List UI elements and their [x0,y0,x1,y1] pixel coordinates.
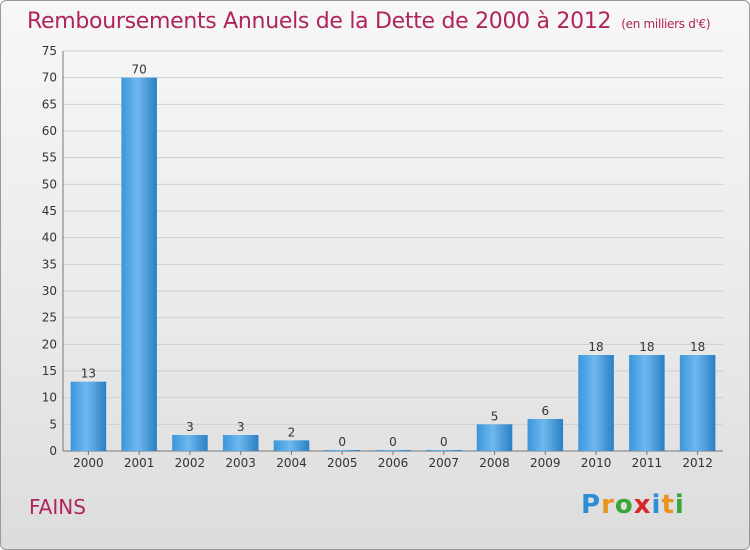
x-tick-label-2010: 2010 [581,456,612,470]
chart-title: Remboursements Annuels de la Dette de 20… [27,9,711,34]
data-label-2000: 13 [81,367,96,381]
y-tick-label: 75 [42,44,57,58]
data-label-2001: 70 [132,63,147,77]
x-tick-label-2005: 2005 [327,456,358,470]
y-tick-label: 10 [42,391,57,405]
bar-2008 [476,424,513,451]
y-tick-label: 30 [42,284,57,298]
y-tick-label: 20 [42,337,57,351]
x-tick-label-2012: 2012 [682,456,713,470]
logo-letter: r [601,490,615,520]
y-tick-label: 35 [42,257,57,271]
data-label-2008: 5 [491,409,499,423]
data-label-2003: 3 [237,420,245,434]
y-tick-label: 25 [42,311,57,325]
logo-letter: P [581,490,602,520]
y-tick-label: 45 [42,204,57,218]
data-label-2004: 2 [288,425,296,439]
x-tick-label-2002: 2002 [175,456,206,470]
bar-2003 [222,435,259,451]
data-label-2007: 0 [440,435,448,449]
y-tick-label: 40 [42,231,57,245]
y-tick-label: 15 [42,364,57,378]
x-tick-label-2009: 2009 [530,456,561,470]
y-tick-label: 5 [49,417,57,431]
data-label-2009: 6 [541,404,549,418]
bar-2002 [172,435,208,451]
logo-letter: i [651,490,662,520]
bar-2005 [324,450,360,451]
bar-2011 [629,355,665,451]
bar-2007 [426,450,462,451]
data-label-2012: 18 [690,340,705,354]
y-tick-label: 70 [42,71,57,85]
y-tick-label: 60 [42,124,57,138]
x-tick-label-2003: 2003 [225,456,256,470]
data-label-2005: 0 [338,435,346,449]
data-label-2010: 18 [588,340,603,354]
data-label-2002: 3 [186,420,194,434]
logo-letter: i [674,490,685,520]
y-tick-label: 65 [42,97,57,111]
x-tick-label-2001: 2001 [124,456,155,470]
y-tick-label: 50 [42,177,57,191]
x-tick-label-2008: 2008 [479,456,510,470]
x-tick-label-2011: 2011 [632,456,663,470]
bar-2001 [121,77,157,452]
town-name: FAINS [29,495,86,519]
x-tick-label-2006: 2006 [378,456,409,470]
bar-2009 [527,419,564,451]
bar-2006 [375,450,411,451]
proxiti-logo: Proxiti [581,490,685,520]
data-label-2011: 18 [639,340,654,354]
y-tick-label: 0 [49,444,57,458]
bar-2004 [273,440,310,451]
x-tick-label-2007: 2007 [428,456,459,470]
y-tick-label: 55 [42,151,57,165]
chart-title-text: Remboursements Annuels de la Dette de 20… [27,9,612,34]
bar-2012 [679,355,716,451]
bar-2000 [70,381,107,451]
logo-letter: t [661,490,675,520]
x-tick-label-2004: 2004 [276,456,307,470]
chart-subtitle: (en milliers d'€) [621,17,711,31]
bar-2010 [578,355,614,451]
data-label-2006: 0 [389,435,397,449]
logo-letter: x [633,490,652,520]
x-tick-label-2000: 2000 [73,456,104,470]
logo-letter: o [614,490,634,520]
